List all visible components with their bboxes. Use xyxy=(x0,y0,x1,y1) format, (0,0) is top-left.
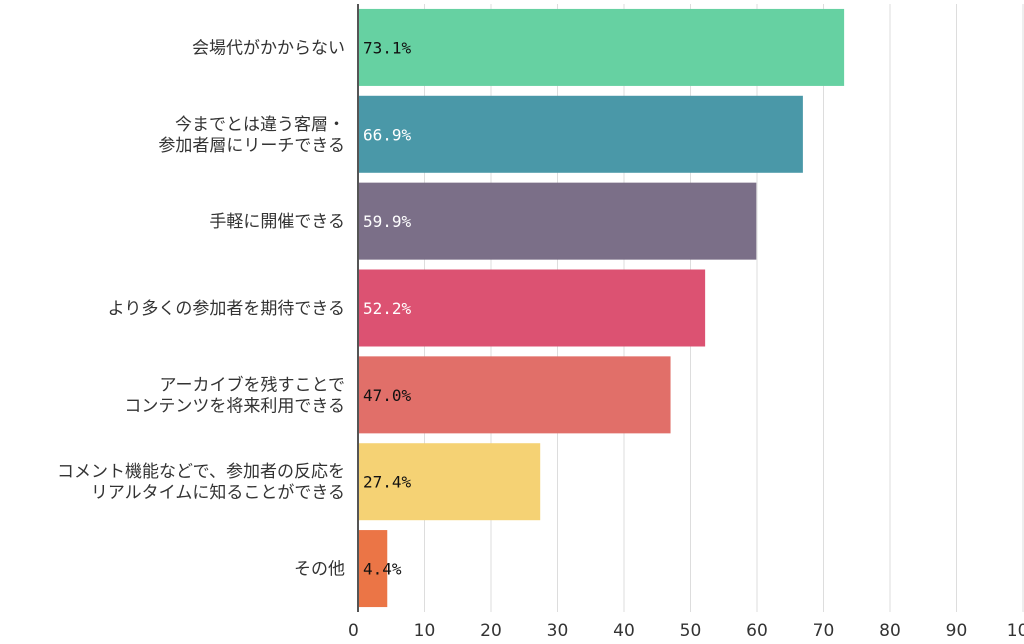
category-label: アーカイブを残すことで xyxy=(160,374,345,395)
value-label: 73.1% xyxy=(363,38,412,57)
category-label: より多くの参加者を期待できる xyxy=(108,299,345,319)
x-tick-label: 20 xyxy=(480,621,502,641)
bar xyxy=(359,182,757,260)
x-tick-label: 10 xyxy=(414,621,436,641)
category-labels: 会場代がかからない今までとは違う客層・参加者層にリーチできる手軽に開催できるより… xyxy=(57,38,345,579)
bar xyxy=(359,530,388,608)
bars xyxy=(359,8,845,608)
value-label: 66.9% xyxy=(363,125,412,144)
bar xyxy=(359,356,671,434)
value-label: 27.4% xyxy=(363,473,412,492)
bar xyxy=(359,443,541,521)
x-tick-label: 50 xyxy=(680,621,702,641)
bar xyxy=(359,8,845,86)
value-label: 52.2% xyxy=(363,299,412,318)
category-label: その他 xyxy=(294,560,345,580)
category-label: コメント機能などで、参加者の反応を xyxy=(57,462,345,482)
x-tick-label: 100 xyxy=(1007,621,1024,641)
value-label: 4.4% xyxy=(363,560,402,579)
value-label: 47.0% xyxy=(363,386,412,405)
value-label: 59.9% xyxy=(363,212,412,231)
x-tick-label: 70 xyxy=(813,621,835,641)
x-tick-label: 60 xyxy=(746,621,768,641)
category-label: 今までとは違う客層・ xyxy=(175,115,345,135)
category-label: リアルタイムに知ることができる xyxy=(91,483,345,503)
x-tick-label: 30 xyxy=(547,621,569,641)
category-label: 参加者層にリーチできる xyxy=(158,136,345,156)
bar xyxy=(359,269,706,347)
category-label: 会場代がかからない xyxy=(192,38,345,58)
category-label: 手軽に開催できる xyxy=(209,212,345,232)
bar xyxy=(359,95,803,173)
x-tick-label: 90 xyxy=(946,621,968,641)
x-tick-label: 40 xyxy=(613,621,635,641)
x-axis-tick-labels: 0 10 20 30 40 50 60 70 80 90 100 xyxy=(348,621,1024,641)
category-label: コンテンツを将来利用できる xyxy=(124,396,345,416)
value-labels: 73.1% 66.9% 59.9% 52.2% 47.0% 27.4% 4.4% xyxy=(363,38,412,578)
x-tick-label: 80 xyxy=(879,621,901,641)
x-tick-label: 0 xyxy=(348,621,359,641)
